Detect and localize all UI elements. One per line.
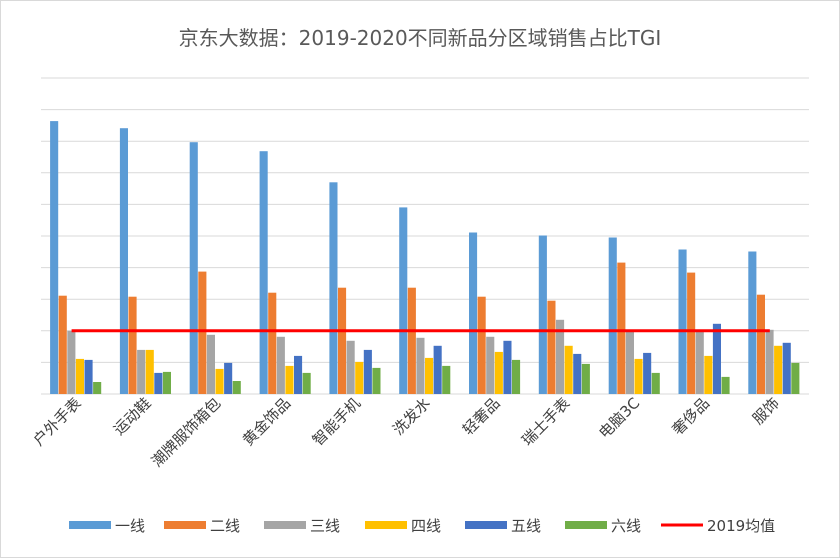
bar-二线-户外手表 <box>58 295 67 394</box>
legend-swatch <box>465 521 507 529</box>
bar-一线-运动鞋 <box>119 128 128 394</box>
category-label: 潮牌服饰箱包 <box>148 394 224 470</box>
category-label: 户外手表 <box>30 394 85 449</box>
bar-二线-智能手机 <box>338 287 347 394</box>
bar-四线-运动鞋 <box>145 349 154 394</box>
category-label: 瑞士手表 <box>518 394 573 449</box>
bar-四线-电脑3C <box>634 358 643 394</box>
bar-二线-服饰 <box>756 294 765 394</box>
bar-五线-运动鞋 <box>154 372 163 394</box>
bar-五线-智能手机 <box>363 349 372 394</box>
bar-二线-黄金饰品 <box>268 292 277 394</box>
bar-一线-黄金饰品 <box>259 151 268 394</box>
bar-一线-户外手表 <box>50 121 59 394</box>
legend-swatch <box>565 521 607 529</box>
bar-五线-服饰 <box>782 342 791 394</box>
bar-六线-服饰 <box>791 362 800 394</box>
bar-四线-服饰 <box>774 345 783 394</box>
legend-swatch <box>365 521 407 529</box>
bar-六线-运动鞋 <box>162 371 171 394</box>
legend-label: 2019均值 <box>707 517 775 535</box>
bar-二线-轻奢品 <box>477 296 486 394</box>
bar-六线-户外手表 <box>93 382 102 394</box>
category-label: 电脑3C <box>595 394 643 442</box>
legend-label: 三线 <box>310 517 340 535</box>
bar-一线-瑞士手表 <box>538 235 547 394</box>
bar-二线-潮牌服饰箱包 <box>198 271 207 394</box>
bar-二线-瑞士手表 <box>547 300 556 394</box>
category-label: 服饰 <box>749 394 783 428</box>
legend-swatch <box>69 521 111 529</box>
bar-四线-潮牌服饰箱包 <box>215 368 224 394</box>
bar-六线-智能手机 <box>372 367 381 394</box>
bar-五线-洗发水 <box>433 345 442 394</box>
bar-四线-瑞士手表 <box>564 345 573 394</box>
legend-label: 六线 <box>611 517 641 535</box>
bar-三线-户外手表 <box>67 330 76 394</box>
category-label: 轻奢品 <box>459 394 504 439</box>
legend-label: 一线 <box>115 517 145 535</box>
bar-二线-运动鞋 <box>128 296 137 394</box>
bar-四线-轻奢品 <box>494 351 503 394</box>
bar-六线-电脑3C <box>651 372 660 394</box>
bar-五线-户外手表 <box>84 359 93 394</box>
bars <box>50 121 800 394</box>
bar-二线-洗发水 <box>407 287 416 394</box>
legend-label: 二线 <box>210 517 240 535</box>
bar-六线-洗发水 <box>442 365 451 394</box>
chart-title: 京东大数据：2019-2020不同新品分区域销售占比TGI <box>179 26 662 50</box>
bar-六线-轻奢品 <box>512 359 521 394</box>
bar-五线-轻奢品 <box>503 340 512 394</box>
category-label: 洗发水 <box>389 394 434 439</box>
bar-三线-奢侈品 <box>695 329 704 394</box>
bar-四线-黄金饰品 <box>285 365 294 394</box>
bar-三线-运动鞋 <box>137 349 146 394</box>
category-label: 奢侈品 <box>669 394 714 439</box>
bar-一线-轻奢品 <box>469 232 478 394</box>
bar-六线-奢侈品 <box>721 376 730 394</box>
bar-五线-奢侈品 <box>712 323 721 394</box>
category-label: 智能手机 <box>309 394 364 449</box>
bar-一线-智能手机 <box>329 182 338 394</box>
bar-六线-潮牌服饰箱包 <box>232 381 241 394</box>
bar-一线-服饰 <box>748 251 757 394</box>
legend-label: 四线 <box>411 517 441 535</box>
bar-三线-黄金饰品 <box>276 336 285 394</box>
bar-一线-奢侈品 <box>678 249 687 394</box>
bar-五线-黄金饰品 <box>294 355 303 394</box>
bar-四线-洗发水 <box>425 357 434 394</box>
bar-一线-潮牌服饰箱包 <box>189 142 198 394</box>
bar-三线-洗发水 <box>416 337 425 394</box>
bar-三线-潮牌服饰箱包 <box>206 334 215 394</box>
bar-四线-奢侈品 <box>704 355 713 394</box>
legend-swatch <box>164 521 206 529</box>
bar-三线-服饰 <box>765 329 774 394</box>
bar-一线-洗发水 <box>399 207 408 394</box>
bar-五线-潮牌服饰箱包 <box>224 362 233 394</box>
bar-二线-奢侈品 <box>687 272 696 394</box>
bar-五线-电脑3C <box>643 352 652 394</box>
bar-三线-智能手机 <box>346 340 355 394</box>
bar-四线-户外手表 <box>75 358 84 394</box>
legend-swatch <box>264 521 306 529</box>
category-label: 黄金饰品 <box>239 394 294 449</box>
bar-三线-轻奢品 <box>486 336 495 394</box>
bar-六线-黄金饰品 <box>302 372 311 394</box>
category-label: 运动鞋 <box>110 394 155 439</box>
bar-一线-电脑3C <box>608 237 617 394</box>
bar-四线-智能手机 <box>355 361 364 394</box>
bar-三线-瑞士手表 <box>556 319 565 394</box>
bar-二线-电脑3C <box>617 262 626 394</box>
legend: 一线 二线 三线 四线 五线 六线 2019均值 <box>69 517 775 535</box>
bar-六线-瑞士手表 <box>581 363 590 394</box>
bar-五线-瑞士手表 <box>573 353 582 394</box>
legend-label: 五线 <box>511 517 541 535</box>
bar-三线-电脑3C <box>625 330 634 394</box>
